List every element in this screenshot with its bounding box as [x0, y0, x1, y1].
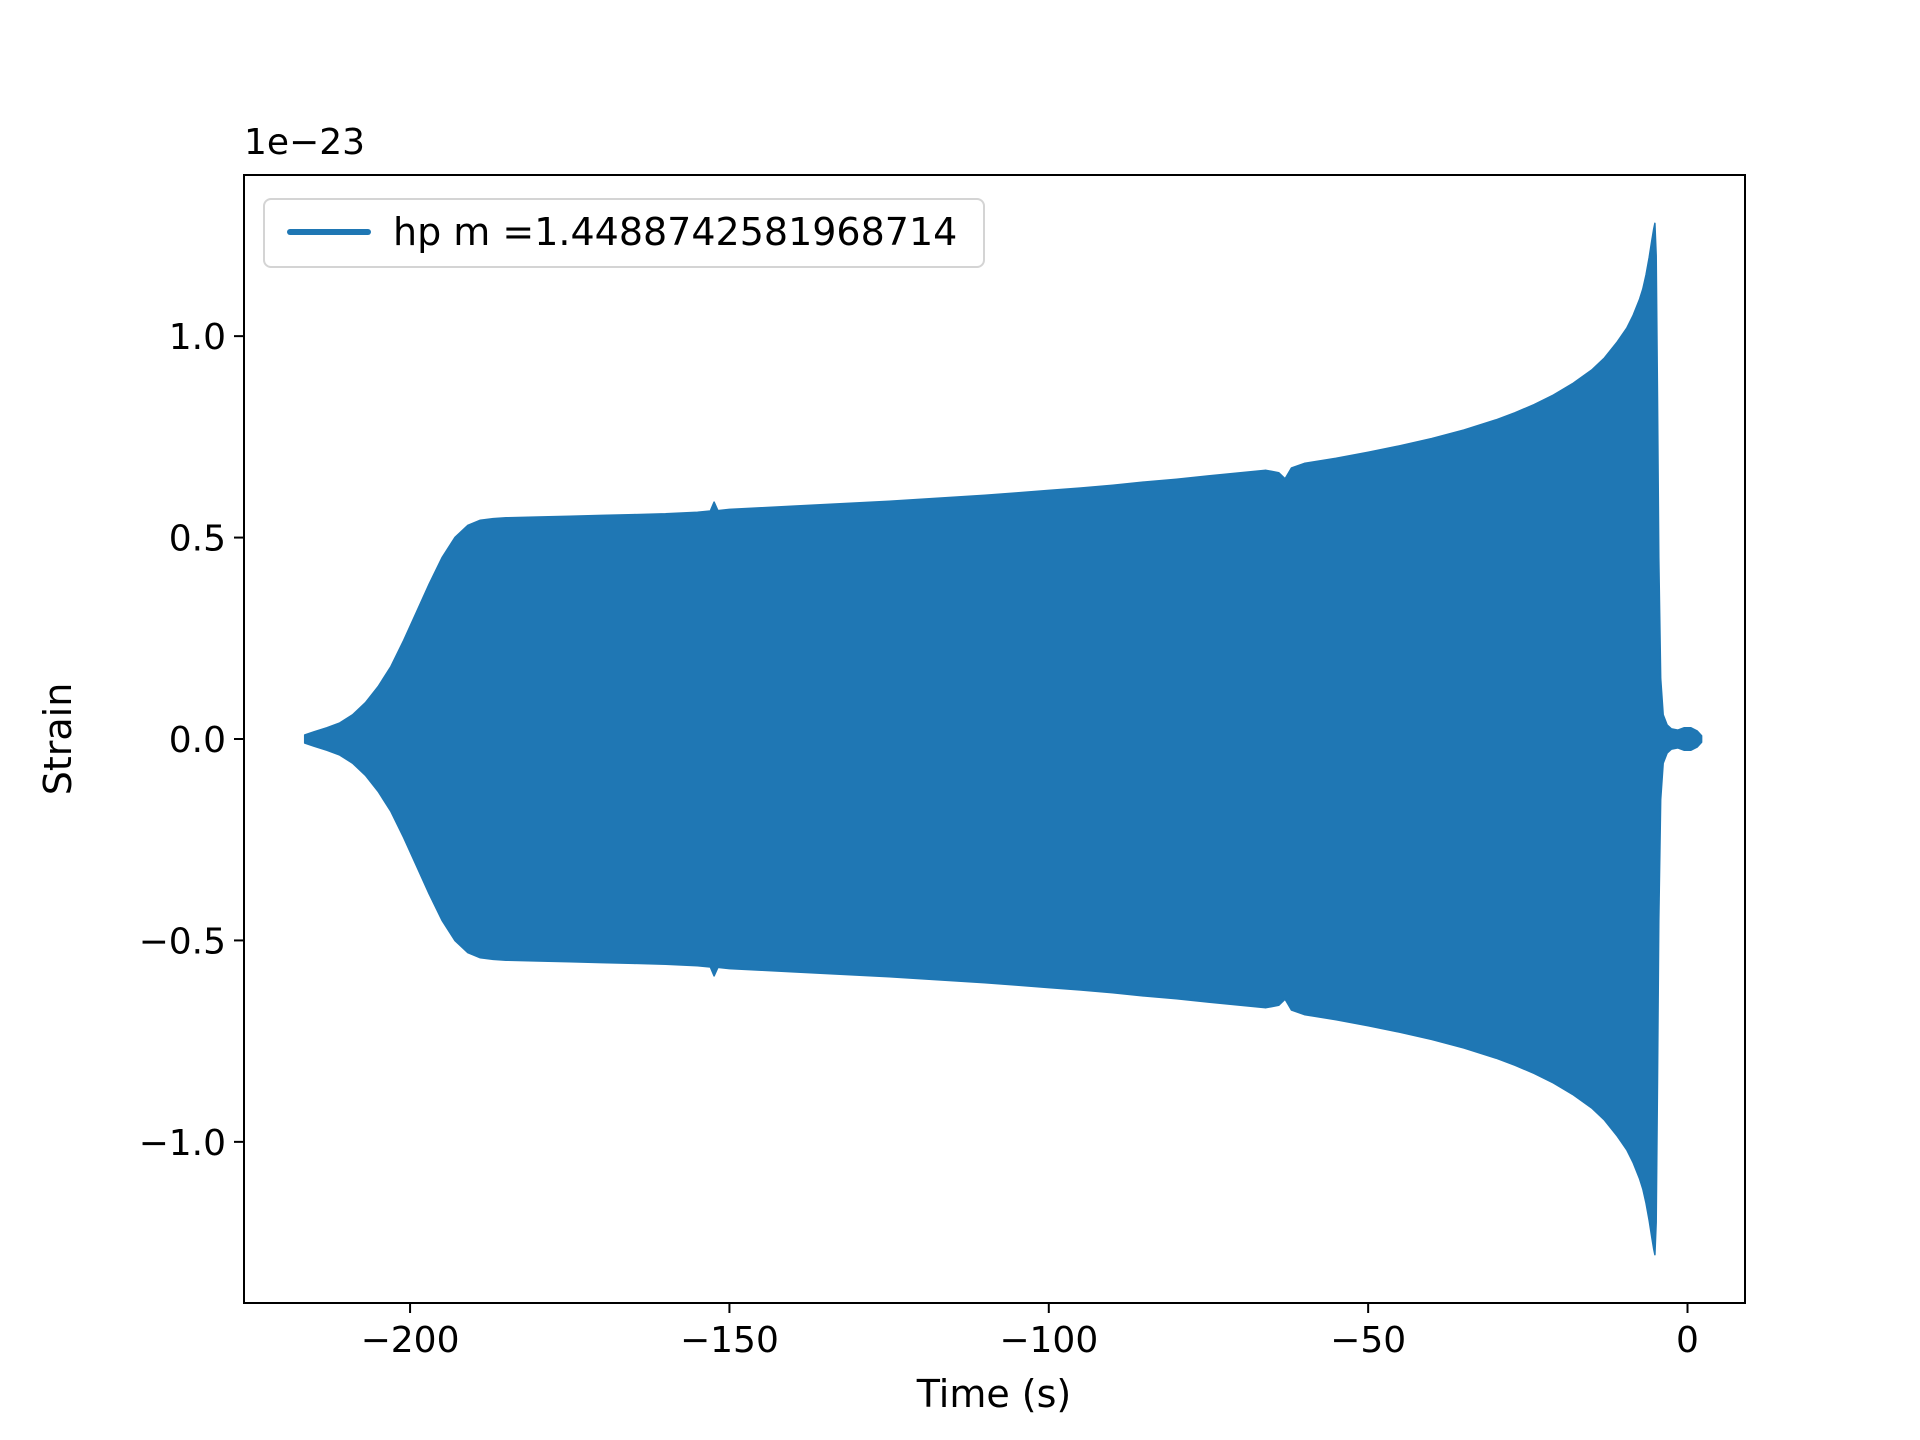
x-tick-label: 0 — [1676, 1320, 1699, 1361]
x-tick-label: −100 — [999, 1320, 1098, 1361]
legend-line-sample — [287, 229, 371, 235]
waveform-series — [303, 222, 1703, 1256]
y-tick-label: 0.5 — [169, 519, 226, 560]
x-tick-label: −50 — [1330, 1320, 1406, 1361]
y-axis-offset-label: 1e−23 — [244, 122, 366, 163]
y-tick-label: −0.5 — [139, 921, 226, 962]
x-tick-label: −150 — [680, 1320, 779, 1361]
y-tick-label: 1.0 — [169, 317, 226, 358]
y-axis-title: Strain — [36, 682, 80, 796]
legend: hp m =1.4488742581968714 — [263, 198, 986, 268]
legend-label: hp m =1.4488742581968714 — [393, 210, 958, 254]
x-axis-title: Time (s) — [916, 1372, 1072, 1416]
axes-frame — [243, 174, 1746, 1304]
y-tick-label: 0.0 — [169, 720, 226, 761]
x-tick-label: −200 — [361, 1320, 460, 1361]
y-tick-label: −1.0 — [139, 1123, 226, 1164]
